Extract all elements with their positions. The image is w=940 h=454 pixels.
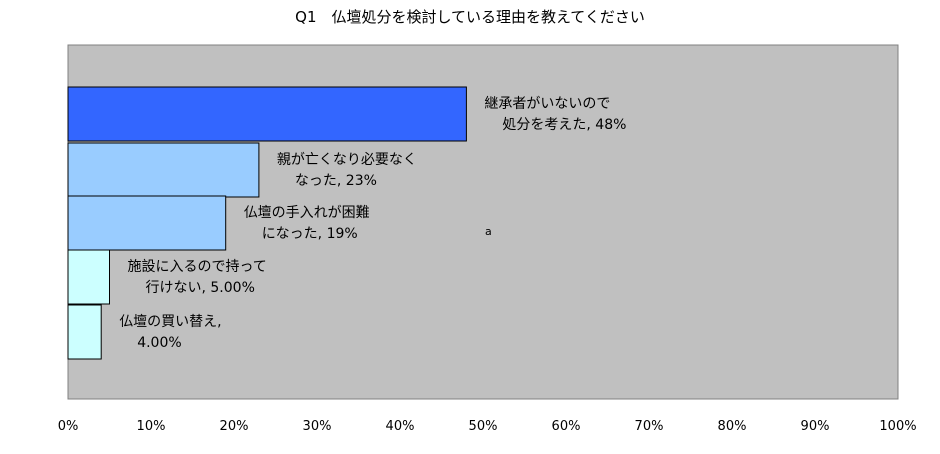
bar-label-2-line1: 親が亡くなり必要なく [277, 152, 417, 168]
bar-label-3-line1: 仏壇の手入れが困難 [244, 204, 370, 221]
x-tick-label: 20% [220, 419, 249, 434]
bar-label-1-line2: 処分を考えた, 48% [502, 117, 626, 133]
bar-4 [67, 249, 110, 305]
bar-2 [67, 142, 260, 198]
bar-5 [67, 304, 102, 360]
bar-label-4-line1: 施設に入るので持って [128, 259, 267, 275]
plot-annotation: a [485, 225, 492, 238]
bar-1 [67, 86, 467, 142]
x-tick-label: 30% [303, 419, 332, 434]
x-tick-label: 80% [718, 419, 747, 434]
bar-label-3-line2: になった, 19% [262, 226, 358, 242]
bar-label-5-line1: 仏壇の買い替え, [119, 313, 221, 330]
chart-title: Q1 仏壇処分を検討している理由を教えてください [295, 8, 645, 26]
bar-label-4-line2: 行けない, 5.00% [146, 280, 255, 296]
bar-label-2-line2: なった, 23% [295, 173, 377, 189]
bar-label-5-line2: 4.00% [137, 335, 181, 351]
x-tick-label: 70% [635, 419, 664, 434]
x-tick-label: 10% [137, 419, 166, 434]
x-tick-label: 50% [469, 419, 498, 434]
x-tick-label: 60% [552, 419, 581, 434]
bar-3 [67, 195, 227, 251]
bar-label-1-line1: 継承者がいないので [484, 96, 610, 112]
x-tick-label: 0% [58, 419, 79, 434]
x-tick-label: 40% [386, 419, 415, 434]
x-tick-label: 100% [879, 419, 916, 434]
x-tick-label: 90% [801, 419, 830, 434]
